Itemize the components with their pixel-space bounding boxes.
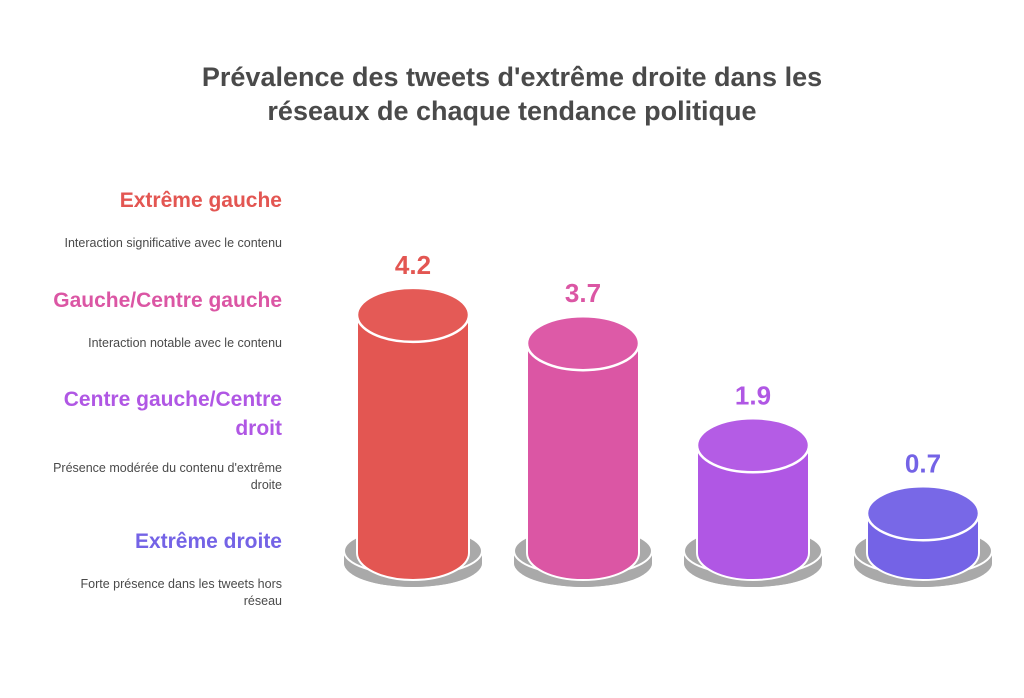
legend-label-line1: Centre gauche/Centre (63, 388, 282, 411)
bar-group: 1.9 (683, 380, 823, 587)
legend-description-line1: Forte présence dans les tweets hors (80, 577, 283, 591)
bar-group: 0.7 (853, 448, 993, 587)
bar (696, 444, 810, 581)
bar-group: 4.2 (343, 250, 483, 587)
legend-item-extreme-droite: Extrême droite Forte présence dans les t… (81, 527, 283, 610)
legend-item-gauche-centre-gauche: Gauche/Centre gauche Interaction notable… (53, 286, 282, 352)
data-label: 0.7 (905, 448, 941, 478)
data-label: 1.9 (735, 380, 771, 410)
legend-label: Extrême droite (134, 530, 282, 553)
legend-label-line2: droit (235, 417, 282, 440)
data-label: 3.7 (565, 278, 601, 308)
legend-description-line1: Présence modérée du contenu d'extrême (53, 461, 282, 475)
bar-group: 3.7 (513, 278, 653, 587)
legend-item-centre: Centre gauche/Centre droit Présence modé… (53, 385, 282, 494)
bar-top (865, 485, 981, 542)
bar (356, 313, 470, 581)
legend-description-line2: droite (250, 478, 282, 492)
bar-top (355, 286, 471, 344)
legend-description-line2: réseau (243, 594, 282, 608)
legend-label: Gauche/Centre gauche (53, 289, 282, 312)
legend-item-extreme-gauche: Extrême gauche Interaction significative… (65, 186, 283, 252)
data-label: 4.2 (395, 250, 431, 280)
legend-description: Interaction notable avec le contenu (88, 336, 282, 350)
legend-label: Extrême gauche (119, 189, 282, 212)
bar-top (695, 417, 811, 474)
chart-title-line1: Prévalence des tweets d'extrême droite d… (201, 62, 823, 92)
bar-top (525, 314, 641, 372)
chart-title-line2: réseaux de chaque tendance politique (267, 96, 757, 126)
chart-title: Prévalence des tweets d'extrême droite d… (0, 60, 1024, 128)
legend-description: Interaction significative avec le conten… (64, 236, 283, 250)
bar (526, 342, 640, 581)
